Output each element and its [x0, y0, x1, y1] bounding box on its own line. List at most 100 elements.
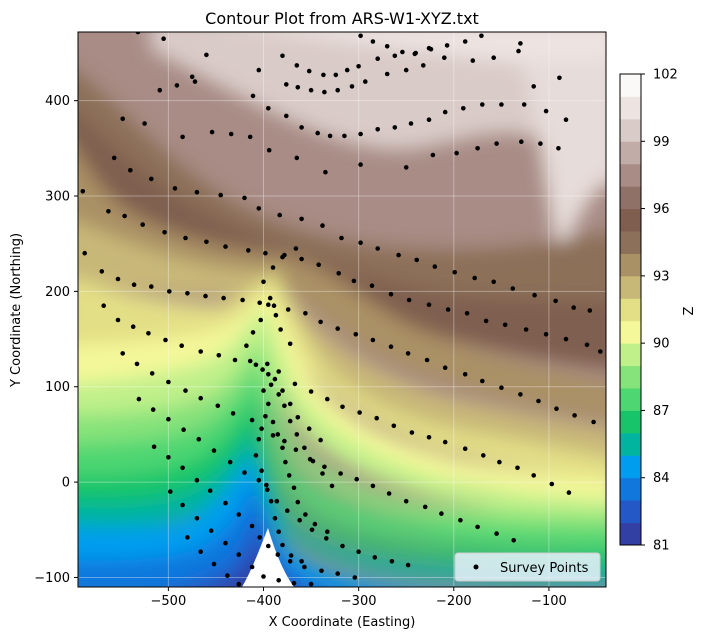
chart-title: Contour Plot from ARS-W1-XYZ.txt [205, 9, 479, 28]
survey-point [388, 344, 394, 350]
survey-point [299, 216, 304, 222]
survey-point [194, 516, 200, 521]
survey-point [329, 483, 335, 489]
y-axis-ticks: −100 0 100 200 300 400 [34, 94, 78, 586]
survey-point [273, 312, 279, 318]
survey-point [180, 134, 185, 140]
colorbar-level [620, 320, 641, 344]
survey-point [510, 286, 516, 291]
survey-point [287, 559, 293, 564]
survey-point [299, 125, 304, 130]
survey-point [292, 381, 298, 387]
survey-point [403, 67, 409, 73]
survey-point [563, 117, 569, 122]
survey-point [259, 426, 264, 432]
survey-point [256, 436, 262, 442]
survey-point [293, 447, 299, 453]
colorbar-level [620, 410, 641, 434]
survey-point [325, 529, 330, 534]
survey-point [294, 432, 300, 437]
survey-point [101, 303, 106, 309]
survey-point [323, 169, 328, 175]
colorbar-level [620, 388, 641, 411]
survey-point [276, 529, 282, 534]
survey-point [563, 336, 569, 342]
survey-point [479, 33, 484, 39]
survey-point [458, 517, 463, 523]
contour-band-green [78, 370, 606, 551]
survey-point [336, 271, 342, 276]
survey-point [283, 459, 288, 465]
survey-point [183, 388, 188, 393]
survey-point [284, 113, 289, 119]
survey-point [549, 481, 555, 487]
survey-point [99, 269, 105, 274]
survey-point [266, 147, 272, 153]
survey-point [284, 82, 289, 87]
survey-point [392, 53, 398, 59]
survey-point [494, 531, 499, 536]
contour-band-bright-green [78, 400, 606, 567]
survey-point [375, 246, 381, 251]
survey-point [272, 376, 278, 382]
survey-point [240, 297, 245, 303]
survey-point [198, 395, 203, 401]
survey-point [261, 388, 266, 393]
survey-point [308, 389, 314, 394]
survey-point [131, 282, 137, 288]
survey-point [223, 244, 228, 249]
survey-point [439, 511, 444, 516]
survey-point [250, 93, 256, 99]
survey-point [194, 189, 200, 195]
survey-point [391, 423, 397, 429]
survey-point [256, 206, 262, 211]
x-tick-label: −400 [246, 594, 282, 609]
survey-point [146, 331, 151, 336]
survey-point [282, 403, 287, 409]
survey-point [454, 150, 459, 156]
survey-point [294, 63, 300, 68]
survey-point [249, 417, 255, 423]
survey-point [249, 564, 255, 570]
survey-point [277, 212, 283, 218]
survey-point [413, 50, 419, 56]
survey-point [285, 508, 290, 513]
survey-point [142, 121, 147, 126]
colorbar: 81 84 87 90 93 96 99 102 [619, 68, 678, 554]
colorbar-level [620, 96, 641, 120]
survey-point [136, 396, 142, 402]
survey-point [406, 297, 412, 303]
survey-point [167, 289, 172, 294]
survey-point [261, 279, 266, 285]
survey-point [315, 130, 321, 136]
survey-point [303, 311, 308, 316]
survey-point [275, 432, 281, 437]
colorbar-tick-label: 99 [653, 135, 670, 150]
x-tick-label: −500 [151, 594, 187, 609]
survey-point [316, 262, 322, 268]
colorbar-tick-label: 90 [653, 337, 670, 352]
survey-point [587, 308, 593, 313]
survey-point [244, 343, 249, 349]
survey-point [306, 426, 312, 432]
survey-point [384, 71, 390, 77]
survey-point [189, 74, 195, 80]
survey-point [556, 146, 561, 151]
survey-point [414, 257, 420, 263]
contour-band-dark-brown [78, 72, 606, 368]
survey-point [374, 415, 380, 421]
survey-point [157, 87, 163, 93]
survey-point [516, 48, 521, 54]
survey-point [318, 319, 323, 325]
survey-point [211, 448, 217, 453]
survey-point [208, 528, 214, 533]
colorbar-level [620, 477, 641, 501]
survey-point [115, 276, 121, 282]
survey-point [266, 401, 271, 407]
survey-point [282, 438, 287, 444]
colorbar-level [620, 186, 641, 210]
survey-point [196, 436, 202, 442]
colorbar-tick-label: 81 [653, 539, 670, 554]
survey-point [274, 498, 280, 504]
survey-point [421, 63, 426, 68]
